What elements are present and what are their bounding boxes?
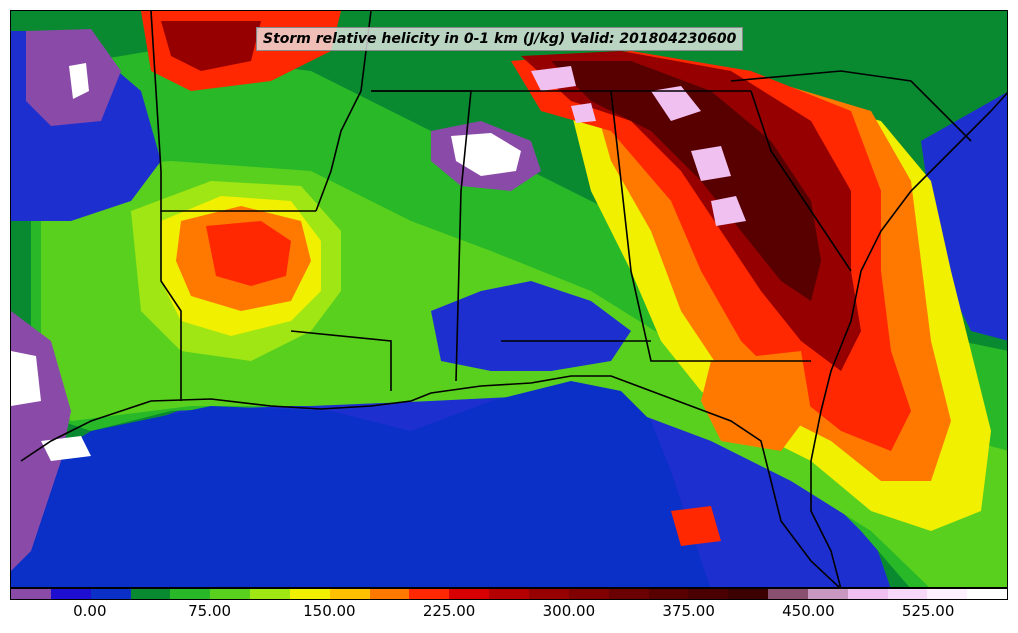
colorbar-tick-label: 450.00: [782, 602, 835, 620]
border-ms-river: [315, 11, 372, 212]
colorbar-segment: [369, 589, 410, 599]
colorbar: [10, 588, 1008, 600]
map-panel: Storm relative helicity in 0-1 km (J/kg)…: [10, 10, 1008, 588]
colorbar-segment: [90, 589, 131, 599]
colorbar-segment: [170, 589, 211, 599]
colorbar-segment: [887, 589, 928, 599]
florida-red-cell: [671, 371, 911, 546]
colorbar-segment: [847, 589, 888, 599]
colorbar-segment: [449, 589, 490, 599]
border-al-ga: [610, 90, 811, 362]
colorbar-segment: [210, 589, 251, 599]
colorbar-segment: [688, 589, 729, 599]
north-dark-red-band: [161, 21, 261, 71]
colorbar-segment: [409, 589, 450, 599]
blue-inland-region: [431, 281, 631, 371]
florida-orange-cell: [701, 351, 811, 451]
border-ar-la: [160, 211, 182, 401]
gulf-deep-region: [11, 381, 711, 587]
colorbar-segment: [608, 589, 649, 599]
colorbar-tick-label: 225.00: [422, 602, 476, 620]
atlantic-coastline: [810, 92, 1007, 587]
border-nc-sc: [730, 70, 972, 142]
border-ok-ar: [150, 11, 316, 212]
white-northwest-patch: [69, 63, 89, 99]
colorbar-segment: [768, 589, 808, 599]
border-la-ms: [290, 330, 392, 391]
east-maroon-core: [551, 61, 821, 301]
colorbar-segment: [329, 589, 370, 599]
colorbar-segment: [50, 589, 91, 599]
white-southwest-patch: [11, 351, 91, 461]
blue-atlantic-region: [921, 92, 1007, 341]
colorbar-segment: [489, 589, 529, 599]
colorbar-labels: 0.00 75.00 150.00 225.00 300.00 375.00 450.00 5…: [10, 602, 1008, 622]
border-ga-sc: [750, 90, 852, 272]
red-west-core: [206, 221, 291, 286]
map-title: Storm relative helicity in 0-1 km (J/kg)…: [256, 27, 744, 51]
political-boundaries: [20, 11, 1007, 587]
colorbar-segment: [967, 589, 1008, 599]
colorbar-tick-label: 75.00: [188, 602, 232, 620]
east-pink-spots: [531, 66, 746, 226]
helicity-map: [11, 11, 1007, 587]
colorbar-segment: [528, 589, 569, 599]
colorbar-segment: [807, 589, 848, 599]
colorbar-segment: [250, 589, 290, 599]
colorbar-segment: [648, 589, 689, 599]
colorbar-tick-label: 525.00: [901, 602, 955, 620]
east-dark-red-core: [521, 51, 861, 371]
colorbar-segment: [927, 589, 968, 599]
colorbar-tick-label: 375.00: [662, 602, 715, 620]
colorbar-segment: [130, 589, 171, 599]
colorbar-segment: [568, 589, 609, 599]
colorbar-segment: [11, 589, 51, 599]
white-center-patch: [451, 133, 521, 176]
colorbar-segment: [289, 589, 330, 599]
colorbar-tick-label: 150.00: [303, 602, 356, 620]
colorbar-tick-label: 0.00: [73, 602, 107, 620]
colorbar-segment: [728, 589, 769, 599]
colorbar-tick-label: 300.00: [542, 602, 596, 620]
